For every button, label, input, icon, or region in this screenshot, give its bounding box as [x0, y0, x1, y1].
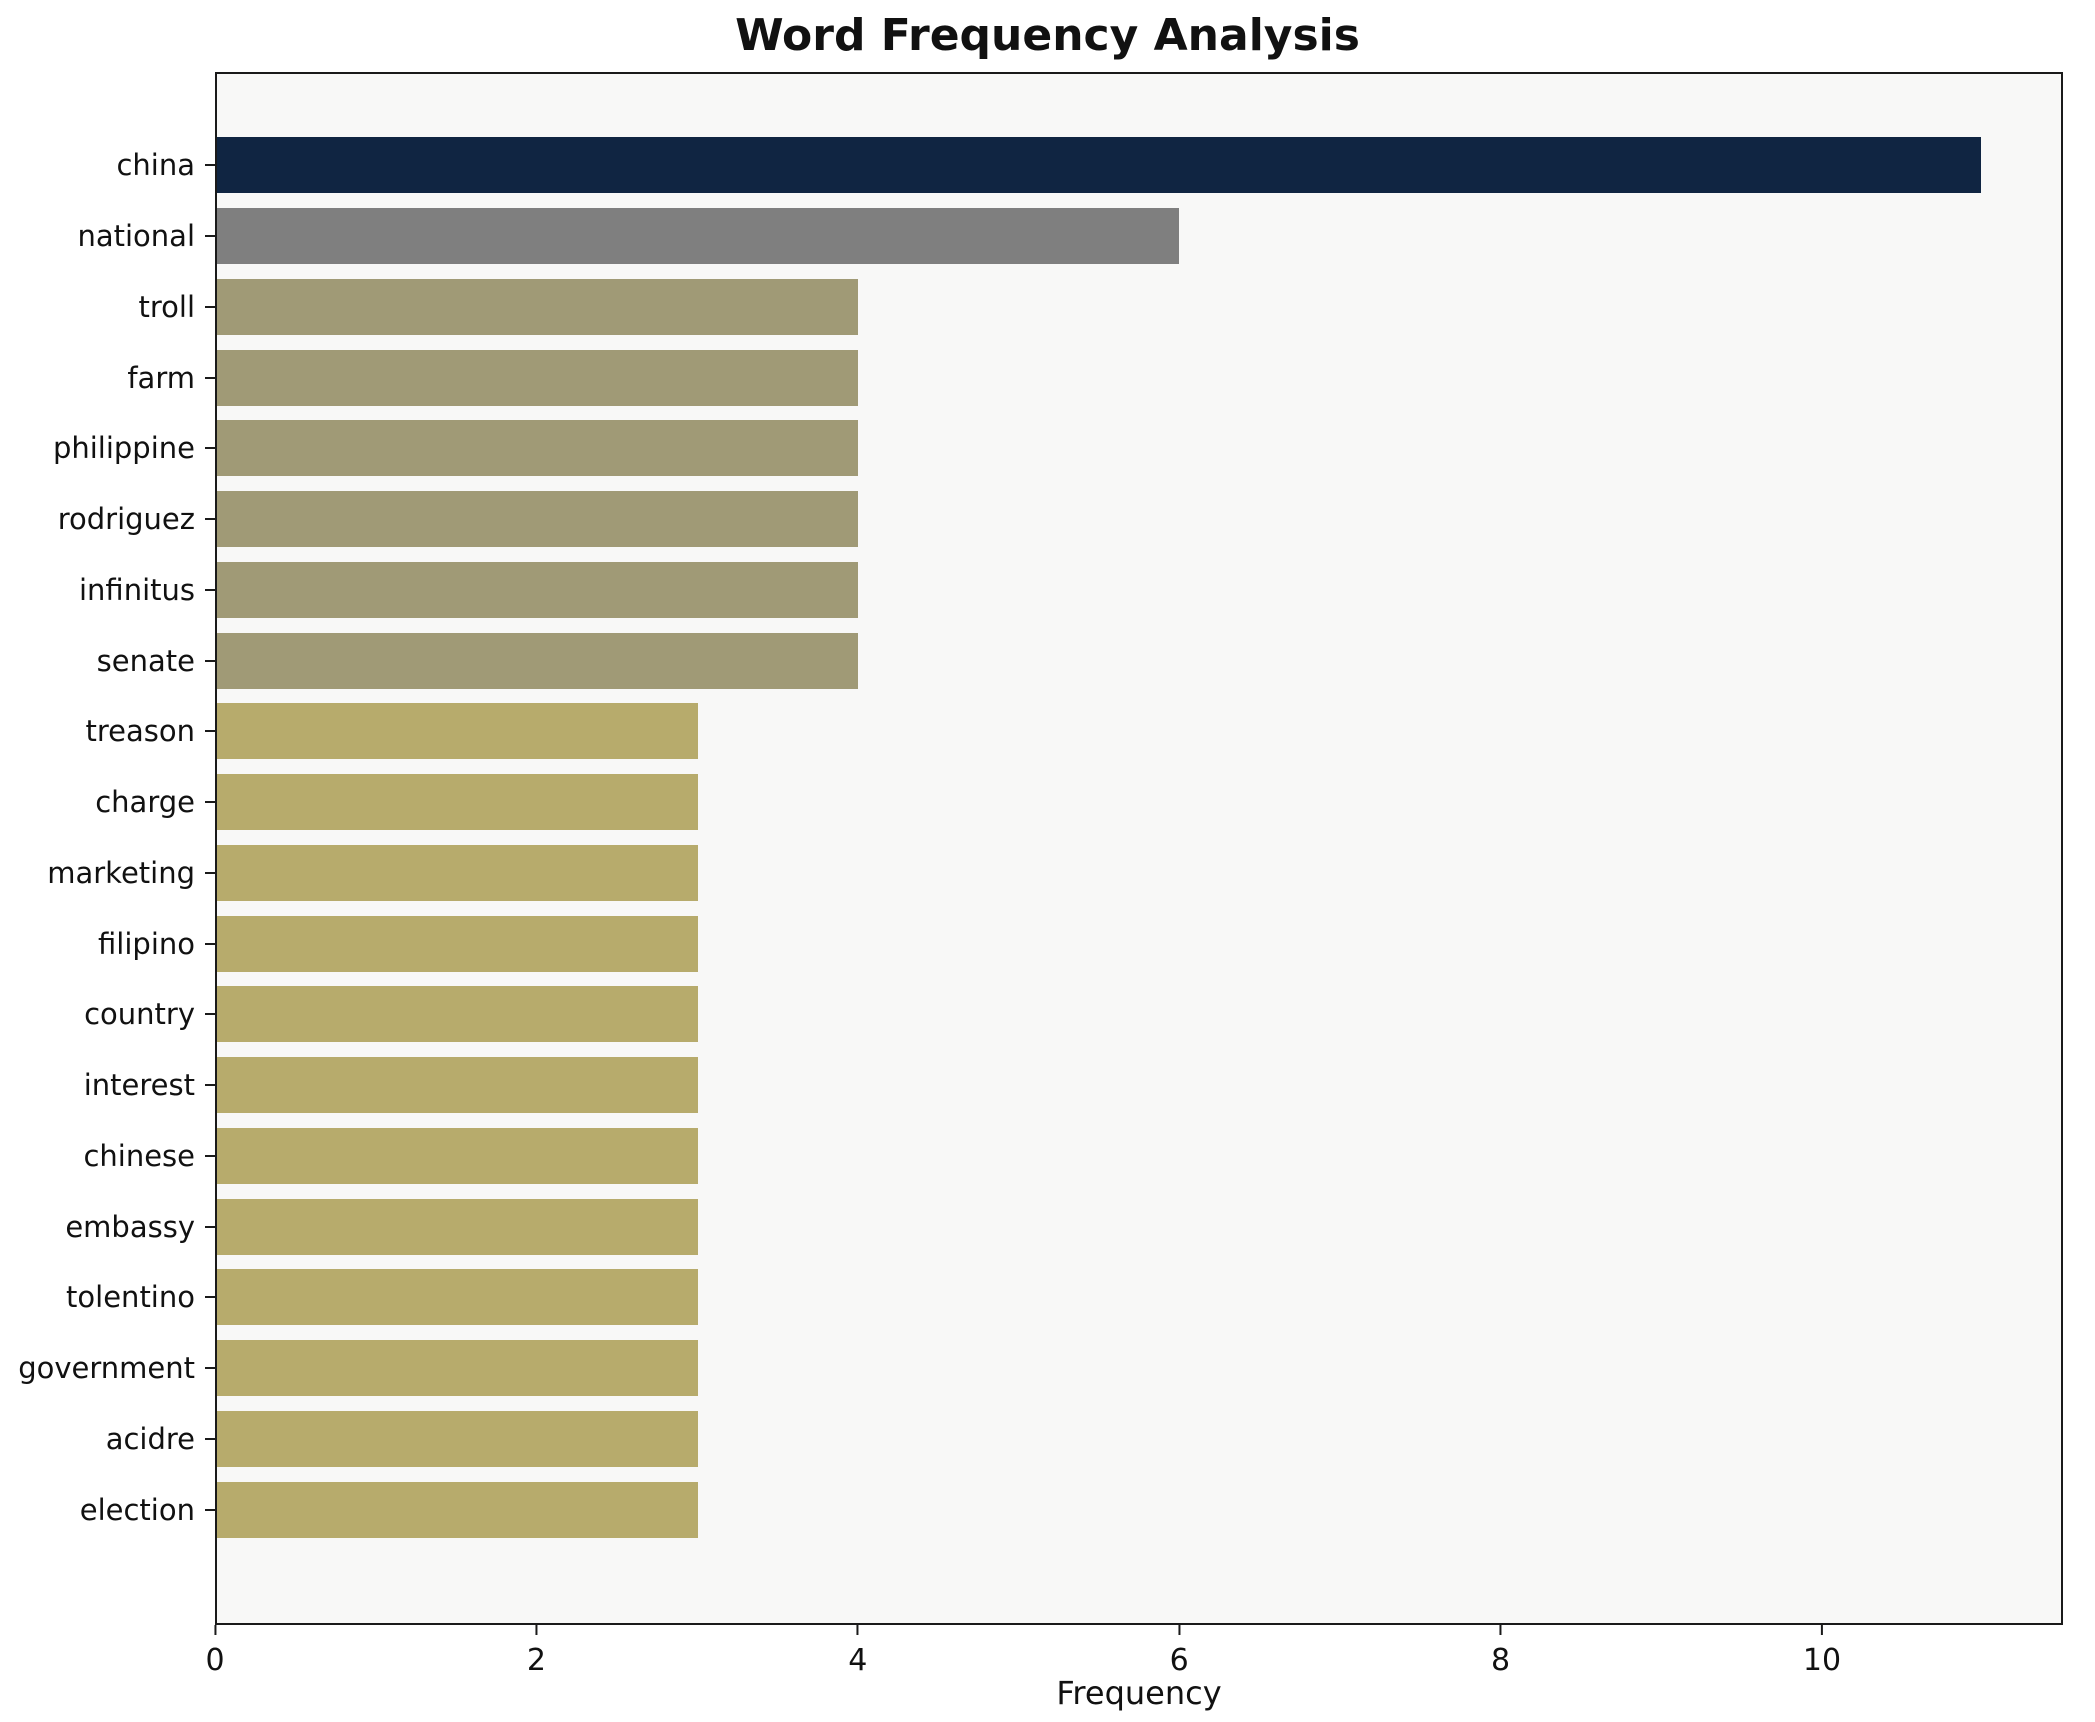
y-axis-label: charge [95, 785, 195, 820]
y-axis-label: marketing [47, 855, 195, 890]
bar [217, 915, 699, 972]
x-axis-tick-label: 4 [848, 1643, 868, 1678]
bar [217, 561, 859, 618]
bar [217, 1057, 699, 1114]
bar-rows: china national troll farm philippine rodrigue… [18, 74, 2061, 1623]
bar-row: treason [85, 696, 2061, 767]
y-axis-label: acidre [105, 1421, 195, 1456]
x-axis-ticks: 0 2 4 6 8 10 [205, 1625, 2063, 1685]
plot-area: china national troll farm philippine rodrigue… [18, 72, 2063, 1625]
x-axis-tick: 10 [1803, 1625, 1841, 1678]
bar [217, 986, 699, 1043]
bar-row: country [84, 979, 2061, 1050]
bar [217, 1269, 699, 1326]
x-axis-tick-mark [1499, 1625, 1502, 1635]
y-axis-label: farm [127, 360, 195, 395]
bar [217, 349, 859, 406]
y-axis-label: rodriguez [57, 502, 195, 537]
x-axis-tick-mark [214, 1625, 216, 1635]
bar [217, 137, 1981, 194]
x-axis-tick: 8 [1491, 1625, 1510, 1678]
bar-row: marketing [47, 838, 2061, 909]
y-axis-label: country [84, 997, 195, 1032]
x-axis-tick-label: 10 [1802, 1643, 1842, 1678]
y-axis-label: infinitus [79, 572, 195, 607]
bar [217, 774, 699, 831]
bar [217, 1481, 699, 1538]
bar-row: farm [127, 342, 2061, 413]
chart-title: Word Frequency Analysis [735, 10, 1360, 61]
bar-row: national [77, 201, 2061, 272]
x-axis-tick-mark [1178, 1625, 1181, 1635]
bar-row: interest [84, 1050, 2061, 1121]
y-axis-label: troll [138, 289, 195, 324]
y-axis-label: senate [96, 643, 195, 678]
bar-row: rodriguez [58, 484, 2061, 555]
bar-row: infinitus [79, 555, 2061, 626]
x-axis-tick: 6 [1170, 1625, 1189, 1678]
bar-row: filipino [98, 908, 2061, 979]
x-axis-tick-label: 8 [1491, 1643, 1511, 1678]
y-axis-label: treason [85, 714, 195, 749]
bar-row: government [18, 1333, 2061, 1404]
bar [217, 703, 699, 760]
y-axis-label: government [18, 1351, 195, 1386]
bar-row: china [116, 130, 2061, 201]
x-axis-label: Frequency [1056, 1674, 1222, 1712]
bar-row: chinese [83, 1121, 2061, 1192]
x-axis-tick-mark [535, 1625, 538, 1635]
bar [217, 1198, 699, 1255]
bar-row: troll [138, 272, 2061, 343]
bar [217, 491, 859, 548]
y-axis-label: chinese [83, 1138, 195, 1173]
x-axis-tick: 0 [205, 1625, 225, 1678]
x-axis-tick-label: 0 [205, 1643, 225, 1678]
x-axis-tick-label: 6 [1169, 1643, 1189, 1678]
bar-row: philippine [53, 413, 2061, 484]
y-axis-label: national [77, 219, 195, 254]
y-axis-label: tolentino [66, 1280, 195, 1315]
x-axis-tick: 2 [527, 1625, 546, 1678]
bar [217, 1410, 699, 1467]
y-axis-label: election [79, 1492, 195, 1527]
bar [217, 632, 859, 689]
bar-row: embassy [65, 1191, 2061, 1262]
bar [217, 278, 859, 335]
y-axis-label: embassy [65, 1209, 195, 1244]
bar [217, 1127, 699, 1184]
bar-row: charge [95, 767, 2061, 838]
bar-row: senate [97, 625, 2061, 696]
y-axis-label: philippine [52, 431, 195, 466]
bar-row: election [80, 1474, 2061, 1545]
x-axis-tick: 4 [848, 1625, 867, 1678]
bar [217, 844, 699, 901]
x-axis-tick-label: 2 [526, 1643, 546, 1678]
x-axis-tick-mark [856, 1625, 859, 1635]
x-axis-tick-mark [1820, 1625, 1823, 1635]
bar [217, 208, 1180, 265]
y-axis-label: china [116, 148, 195, 183]
bar-row: tolentino [66, 1262, 2061, 1333]
y-axis-label: filipino [98, 926, 195, 961]
bar-row: acidre [106, 1404, 2061, 1475]
bar [217, 420, 859, 477]
bar [217, 1340, 699, 1397]
y-axis-label: interest [83, 1068, 195, 1103]
